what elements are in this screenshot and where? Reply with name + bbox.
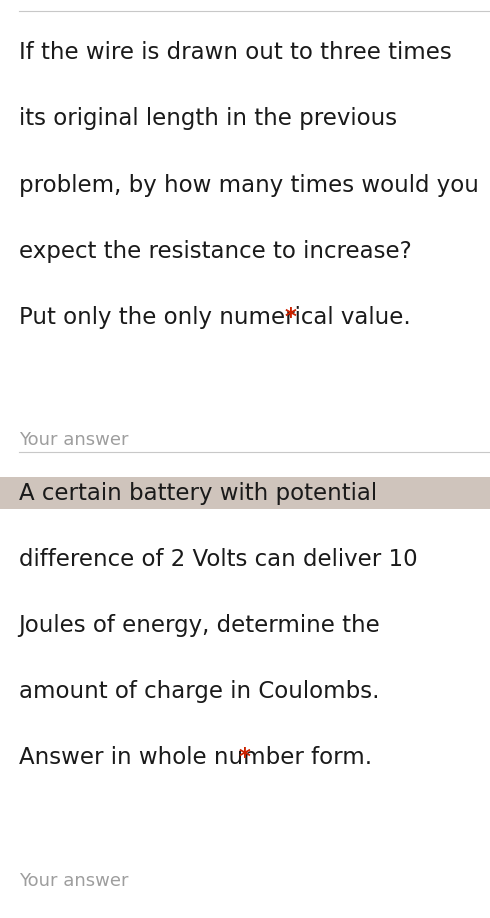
Text: If the wire is drawn out to three times: If the wire is drawn out to three times bbox=[19, 41, 451, 64]
Text: A certain battery with potential: A certain battery with potential bbox=[19, 482, 377, 505]
Text: Your answer: Your answer bbox=[19, 431, 128, 450]
Text: Answer in whole number form.: Answer in whole number form. bbox=[19, 746, 372, 769]
Text: amount of charge in Coulombs.: amount of charge in Coulombs. bbox=[19, 680, 379, 703]
Text: *: * bbox=[277, 306, 297, 329]
Bar bbox=[0, 477, 490, 509]
Text: its original length in the previous: its original length in the previous bbox=[19, 107, 397, 130]
Text: *: * bbox=[231, 746, 251, 769]
Text: Put only the only numerical value.: Put only the only numerical value. bbox=[19, 306, 410, 329]
Text: expect the resistance to increase?: expect the resistance to increase? bbox=[19, 240, 412, 263]
Text: Your answer: Your answer bbox=[19, 872, 128, 890]
Text: difference of 2 Volts can deliver 10: difference of 2 Volts can deliver 10 bbox=[19, 548, 417, 571]
Text: problem, by how many times would you: problem, by how many times would you bbox=[19, 174, 479, 196]
Text: Joules of energy, determine the: Joules of energy, determine the bbox=[19, 614, 380, 637]
